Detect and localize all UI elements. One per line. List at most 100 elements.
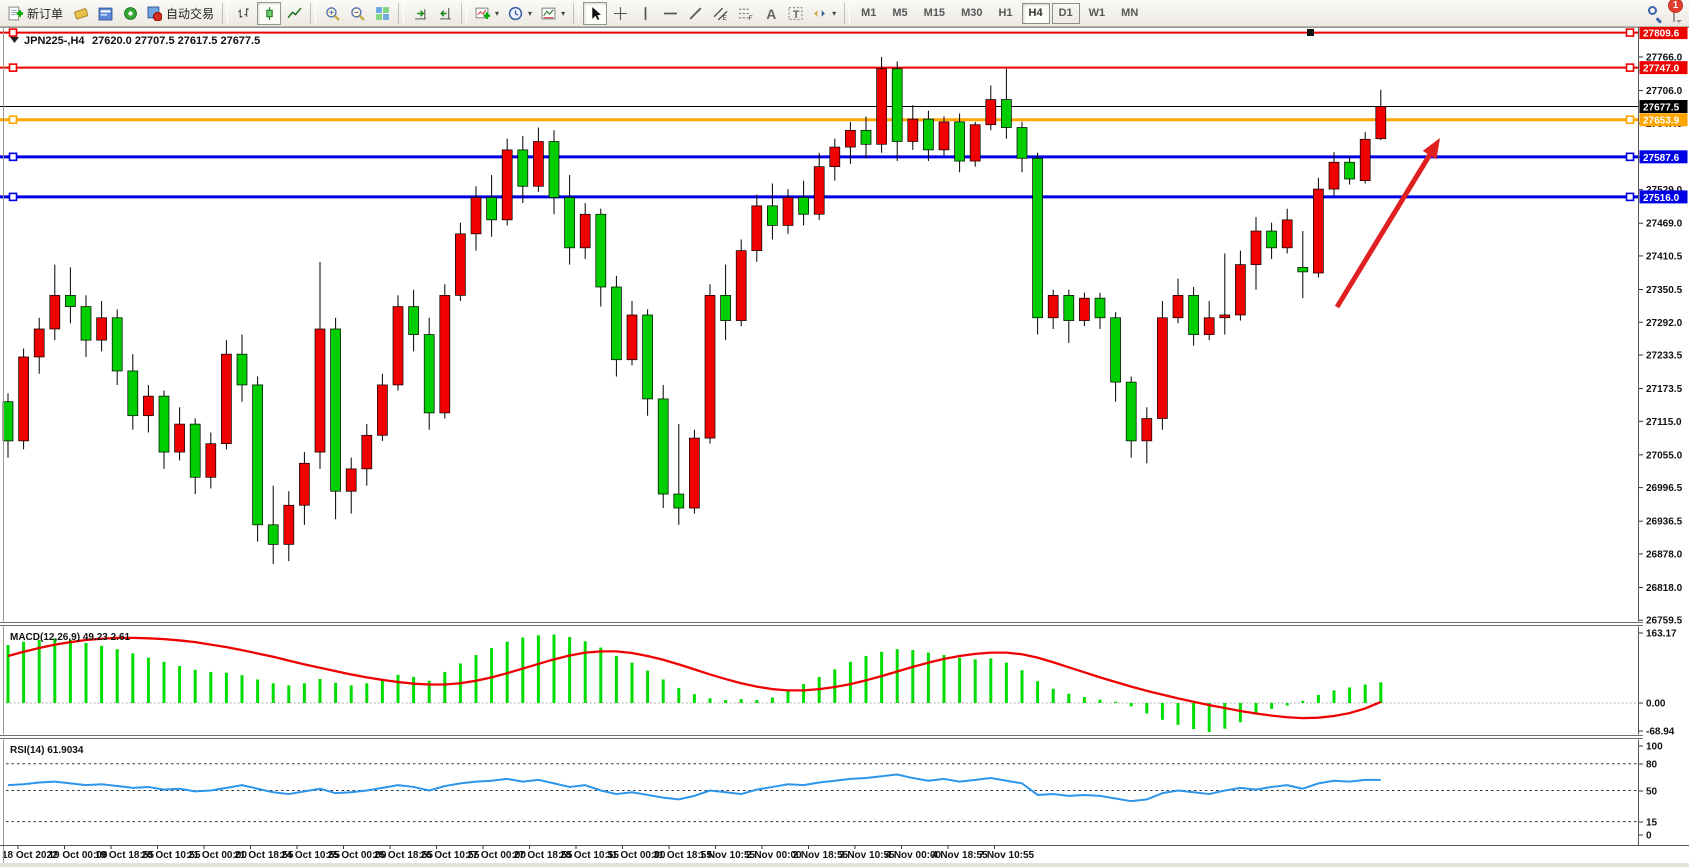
candle-body xyxy=(127,370,139,417)
charts-button[interactable] xyxy=(68,2,92,25)
auto-trading-button[interactable]: 自动交易 xyxy=(143,2,218,25)
hline-anchor[interactable] xyxy=(1625,152,1635,162)
candle-body xyxy=(611,286,622,361)
tf-button-MN[interactable]: MN xyxy=(1114,3,1145,24)
chevron-down-icon: ▾ xyxy=(561,8,566,18)
line-chart-button[interactable] xyxy=(282,2,306,25)
candle-body xyxy=(1219,314,1231,319)
zoom-out-button[interactable] xyxy=(345,2,369,25)
candle-body xyxy=(252,384,263,526)
price-scale[interactable] xyxy=(1638,27,1689,845)
macd-label: MACD(12,26,9) 49.23 2.61 xyxy=(10,632,131,643)
horizontal-line-button[interactable] xyxy=(658,2,682,25)
hline-anchor[interactable] xyxy=(1625,192,1635,202)
text-button[interactable]: A xyxy=(758,2,782,25)
panel-splitter[interactable] xyxy=(0,621,1643,627)
price-badge-label: 27653.9 xyxy=(1643,116,1680,127)
new-order-button[interactable]: 新订单 xyxy=(4,2,67,25)
search-icon[interactable] xyxy=(1647,5,1663,23)
candle-body xyxy=(1016,127,1028,159)
navigator-icon xyxy=(123,6,138,21)
hline-anchor[interactable] xyxy=(1625,115,1635,125)
navigator-button[interactable] xyxy=(118,2,142,25)
zoom-in-button[interactable] xyxy=(320,2,344,25)
panel-splitter[interactable] xyxy=(0,734,1643,740)
candle-body xyxy=(1079,297,1090,321)
arrows-button[interactable]: ▾ xyxy=(808,2,840,25)
tf-button-W1[interactable]: W1 xyxy=(1082,3,1113,24)
templates-button[interactable]: ▾ xyxy=(537,2,569,25)
text-label-button[interactable]: T xyxy=(783,2,807,25)
price-badge-label: 27677.5 xyxy=(1643,103,1680,114)
candle-body xyxy=(221,353,232,445)
candle-body xyxy=(720,295,731,321)
candle-body xyxy=(158,395,170,453)
notifications-button[interactable]: 1 xyxy=(1668,0,1683,22)
fibonacci-button[interactable]: F xyxy=(733,2,757,25)
zoom-out-icon xyxy=(350,6,365,21)
hline-anchor[interactable] xyxy=(8,115,18,125)
candlestick-button[interactable] xyxy=(257,1,282,25)
tf-button-D1[interactable]: D1 xyxy=(1051,2,1080,24)
indicators-button[interactable]: ▾ xyxy=(471,2,503,25)
time-scale[interactable] xyxy=(0,845,1689,863)
price-tick-label: 27173.5 xyxy=(1646,384,1683,395)
candle-body xyxy=(377,384,388,436)
candle-body xyxy=(486,197,497,221)
hline-anchor[interactable] xyxy=(8,28,18,37)
tf-button-M30[interactable]: M30 xyxy=(954,3,989,24)
tf-button-M5[interactable]: M5 xyxy=(885,3,914,24)
candle-body xyxy=(1094,297,1106,319)
candle-body xyxy=(470,197,482,235)
tile-windows-button[interactable] xyxy=(370,2,394,25)
trend-arrow[interactable] xyxy=(1334,150,1434,309)
trend-arrow-head[interactable] xyxy=(1422,138,1440,160)
crosshair-button[interactable] xyxy=(608,2,632,25)
hline-anchor[interactable] xyxy=(1625,63,1635,72)
candle-body xyxy=(392,306,404,386)
chart-title: JPN225-,H4 xyxy=(24,35,85,47)
candle-body xyxy=(1110,317,1121,383)
tf-button-H4[interactable]: H4 xyxy=(1021,2,1050,24)
periods-button[interactable]: ▾ xyxy=(504,2,536,25)
bar-chart-button[interactable] xyxy=(232,2,256,25)
hline-anchor[interactable] xyxy=(8,192,18,202)
price-badge xyxy=(1639,100,1688,114)
auto-trading-icon xyxy=(147,6,163,21)
chart-plot-area[interactable] xyxy=(6,28,1638,622)
price-badge-label: 27516.0 xyxy=(1643,193,1680,204)
candle-body xyxy=(564,197,575,249)
channel-button[interactable]: E xyxy=(708,2,732,25)
rsi-panel-graphics xyxy=(7,773,1381,803)
candle-body xyxy=(657,398,669,495)
tf-button-M15[interactable]: M15 xyxy=(917,3,952,24)
candle-body xyxy=(189,423,201,478)
bar-chart-icon xyxy=(237,6,252,21)
candle-body xyxy=(455,233,466,296)
object-anchor-marker[interactable] xyxy=(1307,29,1314,36)
auto-scroll-button[interactable] xyxy=(408,2,432,25)
candle-body xyxy=(829,146,841,168)
text-label-icon: T xyxy=(788,6,803,21)
symbol-dropdown-icon[interactable] xyxy=(10,37,19,43)
hline-anchor[interactable] xyxy=(1625,28,1635,37)
indicator-tick-label: -68.94 xyxy=(1646,727,1675,738)
candle-body xyxy=(1281,219,1293,249)
macd-panel[interactable] xyxy=(6,627,1638,735)
chart-shift-button[interactable] xyxy=(433,2,457,25)
cursor-button[interactable] xyxy=(583,1,608,25)
hline-anchor[interactable] xyxy=(8,63,18,72)
time-label: 19 Oct 18:55 xyxy=(95,850,154,861)
trendline-button[interactable] xyxy=(683,2,707,25)
time-label: 25 Oct 18:55 xyxy=(374,850,433,861)
vertical-line-button[interactable] xyxy=(633,2,657,25)
hline-anchor[interactable] xyxy=(8,152,18,162)
rsi-panel[interactable] xyxy=(6,740,1638,845)
candle-body xyxy=(673,493,685,509)
tf-button-M1[interactable]: M1 xyxy=(854,3,883,24)
profiles-button[interactable] xyxy=(93,2,117,25)
candle-body xyxy=(642,314,653,400)
candle-body xyxy=(1157,317,1168,419)
candle-body xyxy=(860,129,872,145)
tf-button-H1[interactable]: H1 xyxy=(991,3,1019,24)
